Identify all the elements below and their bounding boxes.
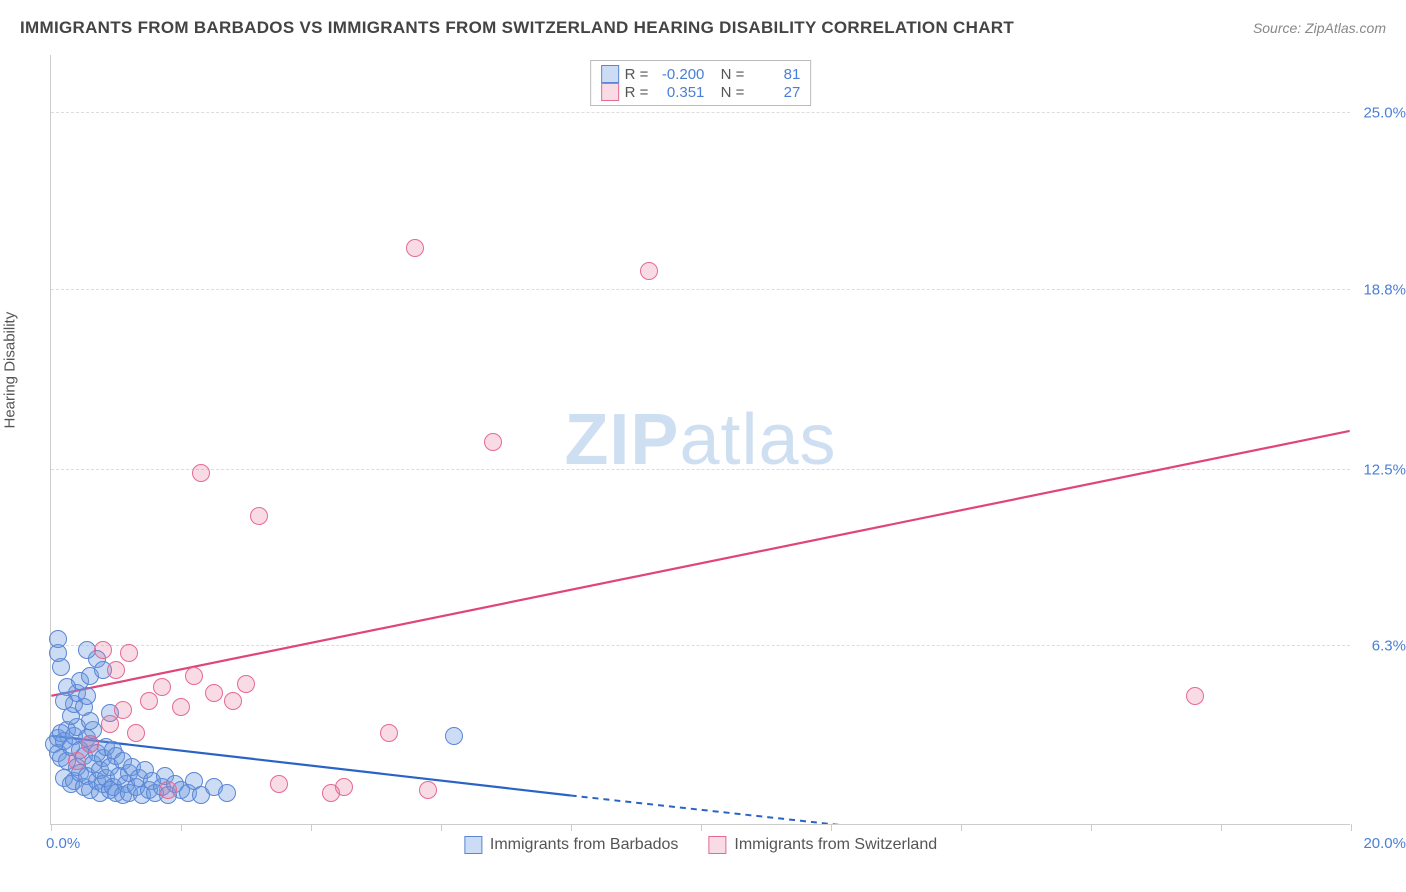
scatter-point	[1186, 687, 1204, 705]
y-tick-label: 6.3%	[1372, 638, 1406, 655]
scatter-point	[120, 644, 138, 662]
scatter-point	[640, 262, 658, 280]
scatter-point	[237, 675, 255, 693]
scatter-point	[185, 667, 203, 685]
scatter-point	[205, 684, 223, 702]
scatter-point	[406, 239, 424, 257]
x-axis-max: 20.0%	[1363, 835, 1406, 852]
swatch-icon	[708, 836, 726, 854]
scatter-point	[380, 724, 398, 742]
scatter-point	[172, 698, 190, 716]
stats-row-switzerland: R = 0.351 N = 27	[601, 83, 801, 101]
legend-item-barbados: Immigrants from Barbados	[464, 836, 679, 854]
scatter-point	[159, 781, 177, 799]
scatter-point	[81, 735, 99, 753]
scatter-point	[250, 507, 268, 525]
scatter-point	[419, 781, 437, 799]
scatter-point	[140, 692, 158, 710]
y-axis-label: Hearing Disability	[2, 312, 19, 429]
scatter-point	[49, 630, 67, 648]
swatch-icon	[601, 83, 619, 101]
scatter-point	[153, 678, 171, 696]
scatter-point	[270, 775, 288, 793]
scatter-point	[484, 433, 502, 451]
scatter-point	[114, 701, 132, 719]
stats-legend: R = -0.200 N = 81 R = 0.351 N = 27	[590, 60, 812, 106]
scatter-point	[101, 715, 119, 733]
scatter-point	[55, 692, 73, 710]
scatter-point	[218, 784, 236, 802]
swatch-icon	[601, 65, 619, 83]
y-tick-label: 25.0%	[1363, 105, 1406, 122]
scatter-point	[445, 727, 463, 745]
source-attribution: Source: ZipAtlas.com	[1253, 20, 1386, 36]
stats-row-barbados: R = -0.200 N = 81	[601, 65, 801, 83]
scatter-point	[68, 752, 86, 770]
legend-label: Immigrants from Switzerland	[734, 836, 937, 854]
scatter-point	[94, 641, 112, 659]
legend-item-switzerland: Immigrants from Switzerland	[708, 836, 937, 854]
scatter-point	[81, 712, 99, 730]
swatch-icon	[464, 836, 482, 854]
y-tick-label: 18.8%	[1363, 281, 1406, 298]
legend-label: Immigrants from Barbados	[490, 836, 679, 854]
scatter-point	[192, 464, 210, 482]
x-axis-origin: 0.0%	[46, 835, 80, 852]
scatter-point	[107, 661, 125, 679]
y-tick-label: 12.5%	[1363, 461, 1406, 478]
chart-title: IMMIGRANTS FROM BARBADOS VS IMMIGRANTS F…	[20, 18, 1014, 38]
scatter-plot: ZIPatlas 6.3%12.5%18.8%25.0% 0.0% 20.0% …	[50, 55, 1350, 825]
scatter-point	[127, 724, 145, 742]
scatter-point	[322, 784, 340, 802]
scatter-point	[78, 687, 96, 705]
chart-header: IMMIGRANTS FROM BARBADOS VS IMMIGRANTS F…	[20, 18, 1386, 38]
series-legend: Immigrants from Barbados Immigrants from…	[464, 836, 937, 854]
scatter-point	[224, 692, 242, 710]
